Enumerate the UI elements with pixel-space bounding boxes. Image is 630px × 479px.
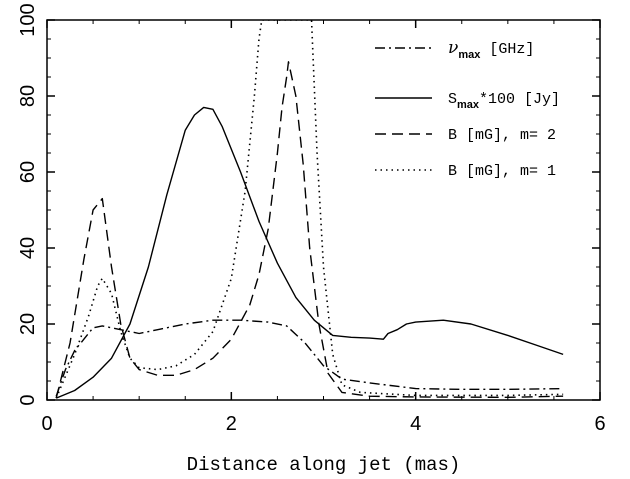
y-tick-label: 60	[17, 161, 39, 183]
legend-label-3: B [mG], m= 1	[448, 163, 556, 180]
legend-label-1: Smax*100 [Jy]	[448, 91, 560, 111]
series-line-2	[55, 61, 564, 399]
y-tick-label: 80	[17, 85, 39, 107]
y-tick-label: 20	[17, 313, 39, 335]
series-line-0	[55, 319, 564, 397]
series-line-1	[55, 106, 564, 399]
y-tick-label: 40	[17, 237, 39, 259]
x-tick-label: 2	[226, 413, 237, 435]
x-tick-label: 0	[41, 413, 52, 435]
legend-label-2: B [mG], m= 2	[448, 127, 556, 144]
legend-label-0: νmax [GHz]	[448, 38, 534, 61]
y-tick-label: 100	[17, 3, 39, 36]
plot-frame	[46, 19, 601, 401]
x-tick-label: 6	[594, 413, 605, 435]
axis-ticks	[46, 19, 601, 401]
series-line-3	[55, 20, 564, 399]
y-tick-label: 0	[17, 394, 39, 405]
x-axis-title: Distance along jet (mas)	[187, 454, 461, 476]
legend: νmax [GHz] Smax*100 [Jy] B [mG], m= 2 B [mG…	[375, 38, 560, 180]
x-tick-label: 4	[410, 413, 421, 435]
plot-lines	[55, 20, 564, 399]
